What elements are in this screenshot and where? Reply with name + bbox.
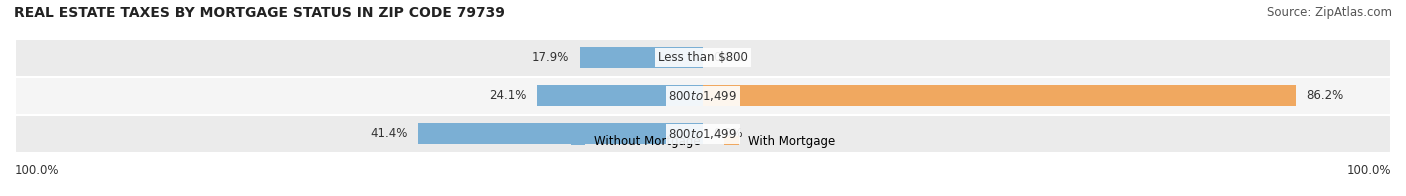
Text: Source: ZipAtlas.com: Source: ZipAtlas.com: [1267, 6, 1392, 19]
Text: 17.9%: 17.9%: [531, 51, 569, 64]
Text: 86.2%: 86.2%: [1306, 89, 1344, 102]
Text: 100.0%: 100.0%: [1347, 164, 1391, 177]
Text: 0.0%: 0.0%: [713, 51, 742, 64]
Bar: [15, 115, 1391, 153]
Text: REAL ESTATE TAXES BY MORTGAGE STATUS IN ZIP CODE 79739: REAL ESTATE TAXES BY MORTGAGE STATUS IN …: [14, 6, 505, 20]
Text: 24.1%: 24.1%: [489, 89, 527, 102]
Text: Less than $800: Less than $800: [658, 51, 748, 64]
Bar: [418, 123, 703, 144]
Text: 100.0%: 100.0%: [15, 164, 59, 177]
Bar: [579, 47, 703, 68]
Text: $800 to $1,499: $800 to $1,499: [668, 127, 738, 141]
Text: $800 to $1,499: $800 to $1,499: [668, 89, 738, 103]
Bar: [703, 85, 1296, 106]
Text: 41.4%: 41.4%: [370, 127, 408, 140]
Bar: [15, 77, 1391, 115]
Text: 0.0%: 0.0%: [713, 127, 742, 140]
Legend: Without Mortgage, With Mortgage: Without Mortgage, With Mortgage: [567, 130, 839, 153]
Bar: [15, 39, 1391, 77]
Bar: [537, 85, 703, 106]
